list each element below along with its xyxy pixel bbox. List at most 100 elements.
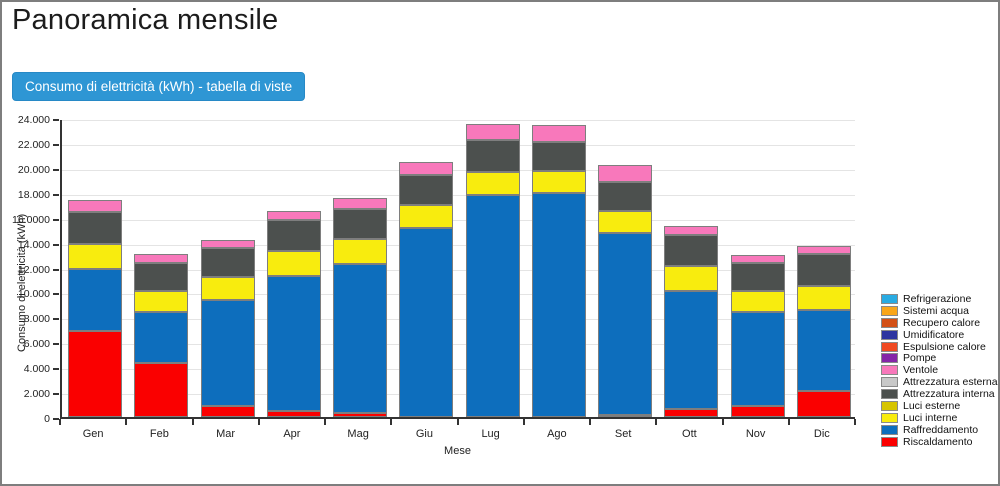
bar-segment-luci-interne-lug[interactable] <box>465 171 520 196</box>
bar-segment-attrezzatura-interna-set[interactable] <box>598 181 653 211</box>
bar-segment-attrezzatura-interna-ago[interactable] <box>531 141 586 171</box>
bar-segment-raffreddamento-dic[interactable] <box>796 309 851 391</box>
x-tick-mark <box>655 419 658 425</box>
bar-segment-raffreddamento-nov[interactable] <box>730 312 785 406</box>
bar-segment-raffreddamento-ott[interactable] <box>664 291 719 409</box>
bar-segment-ventole-nov[interactable] <box>730 254 785 263</box>
y-tick-mark <box>53 343 59 346</box>
bar-segment-attrezzatura-interna-giu[interactable] <box>399 175 454 206</box>
bar-segment-attrezzatura-interna-ott[interactable] <box>664 235 719 267</box>
legend-swatch-icon <box>881 305 898 316</box>
bar-segment-luci-interne-giu[interactable] <box>399 205 454 228</box>
x-tick-mark <box>854 419 856 425</box>
monthly-consumption-chart: Consumo di elettricità (kWh) 24.000 22.00… <box>2 112 998 472</box>
legend-item-riscaldamento[interactable]: Riscaldamento <box>881 436 998 448</box>
bar-segment-ventole-giu[interactable] <box>399 161 454 176</box>
bar-segment-ventole-feb[interactable] <box>134 253 189 264</box>
legend-item-raffreddamento[interactable]: Raffreddamento <box>881 424 998 436</box>
gridline <box>62 394 855 396</box>
bar-segment-ventole-dic[interactable] <box>796 246 851 255</box>
legend-label: Sistemi acqua <box>903 304 969 317</box>
y-tick-mark <box>53 268 59 271</box>
bar-segment-raffreddamento-gen[interactable] <box>68 268 123 332</box>
legend-item-attrezzatura-esterna[interactable]: Attrezzatura esterna <box>881 376 998 388</box>
legend-label: Espulsione calore <box>903 340 986 353</box>
x-tick-label-lug: Lug <box>481 428 500 440</box>
bar-segment-riscaldamento-feb[interactable] <box>134 363 189 417</box>
bar-segment-attrezzatura-interna-lug[interactable] <box>465 139 520 172</box>
gridline <box>62 194 855 196</box>
y-tick-label: 4.000 <box>23 363 50 376</box>
legend-item-recupero-calore[interactable]: Recupero calore <box>881 317 998 329</box>
legend-item-ventole[interactable]: Ventole <box>881 364 998 376</box>
bar-segment-raffreddamento-mag[interactable] <box>333 264 388 414</box>
bar-segment-riscaldamento-gen[interactable] <box>68 331 123 417</box>
bar-segment-riscaldamento-set[interactable] <box>598 415 653 417</box>
gridline <box>62 120 855 121</box>
bar-segment-raffreddamento-feb[interactable] <box>134 312 189 364</box>
bar-segment-riscaldamento-nov[interactable] <box>730 405 785 417</box>
legend-item-pompe[interactable]: Pompe <box>881 352 998 364</box>
y-tick-mark <box>53 243 59 246</box>
bar-segment-luci-interne-ott[interactable] <box>664 266 719 292</box>
x-axis-title: Mese <box>444 445 471 457</box>
bar-segment-raffreddamento-lug[interactable] <box>465 195 520 417</box>
bar-segment-raffreddamento-giu[interactable] <box>399 227 454 417</box>
bar-segment-attrezzatura-interna-mar[interactable] <box>200 248 255 278</box>
bar-segment-luci-interne-gen[interactable] <box>68 243 123 269</box>
bar-segment-ventole-gen[interactable] <box>68 200 123 213</box>
bar-segment-raffreddamento-set[interactable] <box>598 232 653 416</box>
legend-item-refrigerazione[interactable]: Refrigerazione <box>881 293 998 305</box>
bar-segment-attrezzatura-interna-dic[interactable] <box>796 254 851 287</box>
bar-segment-attrezzatura-interna-mag[interactable] <box>333 208 388 239</box>
legend-swatch-icon <box>881 365 898 376</box>
bar-segment-raffreddamento-mar[interactable] <box>200 299 255 407</box>
bar-segment-ventole-set[interactable] <box>598 165 653 182</box>
bar-segment-riscaldamento-apr[interactable] <box>266 410 321 417</box>
bar-segment-ventole-mar[interactable] <box>200 240 255 249</box>
bar-segment-luci-interne-feb[interactable] <box>134 291 189 313</box>
bar-segment-ventole-mag[interactable] <box>333 198 388 209</box>
legend-item-espulsione-calore[interactable]: Espulsione calore <box>881 341 998 353</box>
legend-item-luci-interne[interactable]: Luci interne <box>881 412 998 424</box>
legend-swatch-icon <box>881 353 898 364</box>
y-tick-label: 8.000 <box>23 313 50 326</box>
bar-segment-luci-interne-dic[interactable] <box>796 286 851 310</box>
y-tick-label: 0 <box>44 413 50 425</box>
y-tick-label: 14.000 <box>17 238 50 251</box>
gridline <box>62 244 855 246</box>
bar-segment-attrezzatura-interna-gen[interactable] <box>68 212 123 244</box>
legend-item-umidificatore[interactable]: Umidificatore <box>881 329 998 341</box>
bar-segment-ventole-apr[interactable] <box>266 210 321 221</box>
bar-segment-riscaldamento-mar[interactable] <box>200 406 255 417</box>
bar-segment-riscaldamento-mag[interactable] <box>333 413 388 417</box>
bar-segment-ventole-lug[interactable] <box>465 124 520 140</box>
bar-segment-luci-interne-apr[interactable] <box>266 251 321 276</box>
legend-item-attrezzatura-interna[interactable]: Attrezzatura interna <box>881 388 998 400</box>
bar-segment-luci-interne-nov[interactable] <box>730 290 785 313</box>
y-tick-label: 2.000 <box>23 388 50 401</box>
plot-area <box>60 120 855 419</box>
bar-segment-luci-interne-ago[interactable] <box>531 170 586 193</box>
bar-segment-ventole-ott[interactable] <box>664 225 719 236</box>
y-tick-label: 24.000 <box>17 114 50 126</box>
bar-segment-luci-interne-mag[interactable] <box>333 238 388 265</box>
bar-segment-raffreddamento-ago[interactable] <box>531 192 586 417</box>
bar-segment-luci-interne-set[interactable] <box>598 210 653 233</box>
bar-segment-attrezzatura-interna-feb[interactable] <box>134 263 189 292</box>
bar-segment-ventole-ago[interactable] <box>531 124 586 142</box>
legend-label: Luci esterne <box>903 399 961 412</box>
gridline <box>62 144 855 146</box>
bar-segment-riscaldamento-ott[interactable] <box>664 408 719 417</box>
gridline <box>62 219 855 221</box>
y-tick-mark <box>53 143 59 146</box>
electricity-view-tab-button[interactable]: Consumo di elettricità (kWh) - tabella d… <box>12 72 306 101</box>
bar-segment-riscaldamento-dic[interactable] <box>796 390 851 417</box>
legend-item-luci-esterne[interactable]: Luci esterne <box>881 400 998 412</box>
bar-segment-attrezzatura-interna-apr[interactable] <box>266 220 321 252</box>
bar-segment-raffreddamento-apr[interactable] <box>266 275 321 411</box>
legend-item-sistemi-acqua[interactable]: Sistemi acqua <box>881 305 998 317</box>
bar-segment-attrezzatura-interna-nov[interactable] <box>730 262 785 291</box>
bar-segment-luci-interne-mar[interactable] <box>200 277 255 300</box>
y-tick-mark <box>53 368 59 371</box>
